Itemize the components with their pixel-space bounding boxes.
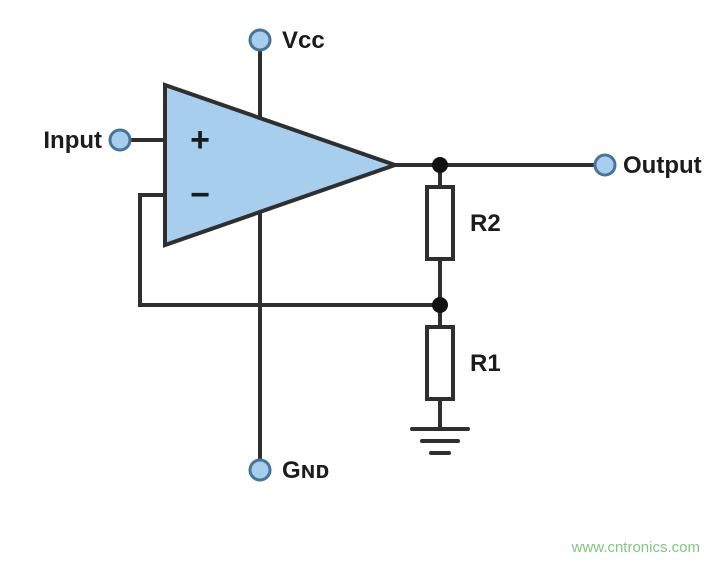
terminal-gnd	[250, 460, 270, 480]
opamp-minus-symbol: −	[190, 176, 210, 214]
ground-symbol	[412, 429, 468, 453]
resistor-r1	[427, 327, 453, 399]
label-output: Output	[623, 152, 702, 179]
opamp-plus-symbol: +	[190, 121, 210, 159]
watermark: www.cntronics.com	[571, 539, 700, 556]
label-r1: R1	[470, 350, 501, 377]
label-input: Input	[43, 127, 102, 154]
terminal-vcc	[250, 30, 270, 50]
label-r2: R2	[470, 210, 501, 237]
label-gnd: Gɴᴅ	[282, 457, 329, 484]
label-vcc: Vcc	[282, 27, 325, 54]
terminal-input	[110, 130, 130, 150]
opamp-schematic: + − Vcc Gɴᴅ Input Output R2 R1 www.cntro…	[0, 0, 716, 563]
resistor-r2	[427, 187, 453, 259]
terminal-output	[595, 155, 615, 175]
opamp: + −	[165, 85, 395, 245]
